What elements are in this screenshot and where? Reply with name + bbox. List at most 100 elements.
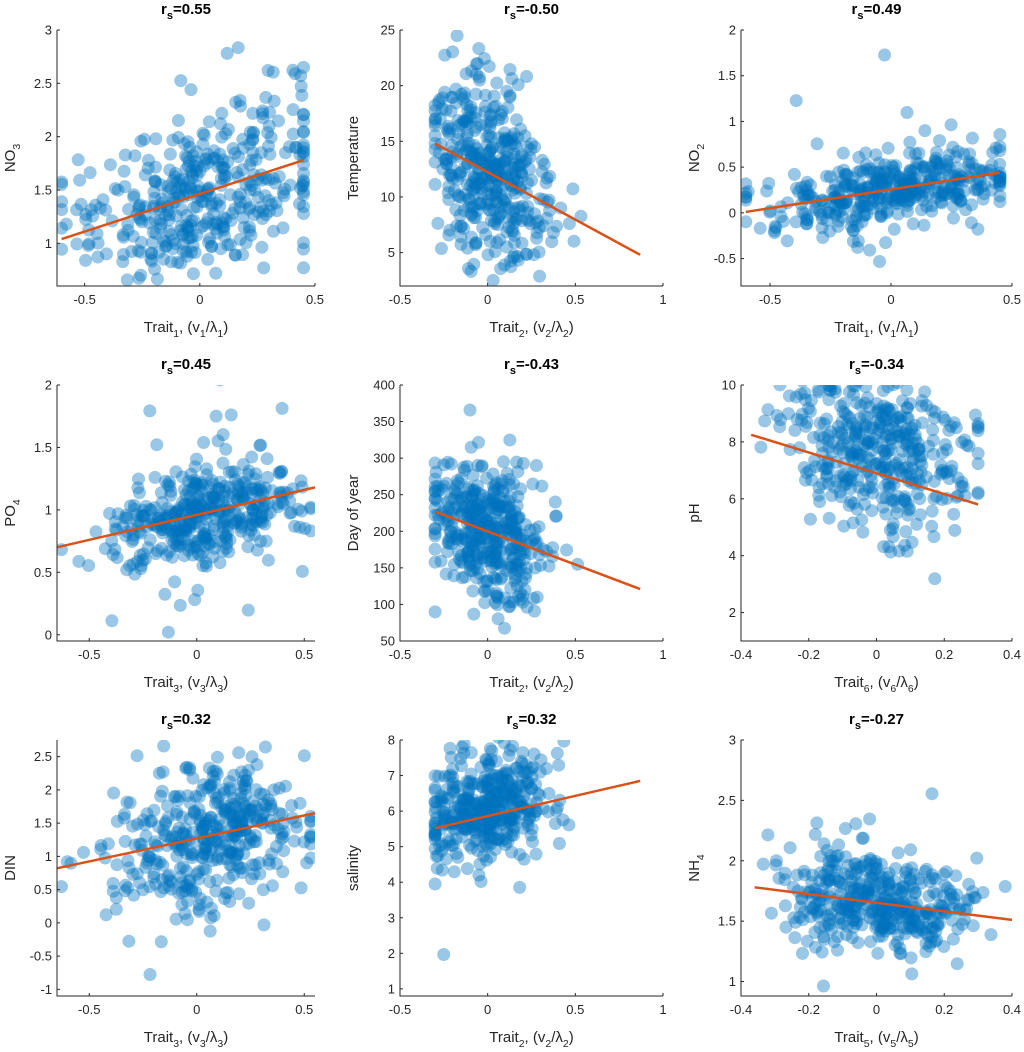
scatter-point bbox=[860, 864, 874, 878]
scatter-point bbox=[530, 590, 544, 604]
scatter-point bbox=[805, 875, 819, 889]
scatter-point bbox=[482, 129, 496, 143]
scatter-point bbox=[216, 216, 229, 230]
scatter-point bbox=[219, 127, 233, 141]
scatter-point bbox=[903, 177, 917, 191]
scatter-point bbox=[774, 413, 787, 427]
scatter-point bbox=[480, 471, 494, 485]
scatter-point bbox=[458, 570, 472, 584]
y-tick-label: 8 bbox=[388, 733, 395, 748]
scatter-point bbox=[187, 805, 201, 819]
scatter-point bbox=[251, 500, 265, 514]
scatter-point bbox=[266, 224, 280, 238]
scatter-point bbox=[926, 871, 940, 885]
scatter-point bbox=[515, 169, 529, 183]
scatter-point bbox=[490, 496, 504, 510]
scatter-point bbox=[492, 499, 506, 513]
scatter-point bbox=[909, 162, 923, 175]
scatter-point bbox=[833, 880, 847, 894]
scatter-point bbox=[157, 823, 171, 837]
scatter-point bbox=[856, 902, 870, 916]
scatter-point bbox=[818, 462, 832, 476]
scatter-point bbox=[506, 812, 520, 826]
scatter-point bbox=[858, 854, 872, 868]
scatter-point bbox=[467, 188, 481, 202]
scatter-point bbox=[233, 201, 247, 215]
scatter-point bbox=[846, 223, 860, 237]
scatter-point bbox=[169, 790, 183, 804]
scatter-point bbox=[492, 771, 505, 785]
scatter-point bbox=[808, 883, 822, 896]
scatter-point bbox=[879, 430, 893, 444]
scatter-point bbox=[159, 474, 172, 488]
scatter-point bbox=[507, 216, 521, 230]
scatter-point bbox=[864, 853, 878, 867]
scatter-point bbox=[470, 797, 484, 811]
scatter-point bbox=[814, 903, 828, 917]
scatter-point bbox=[993, 157, 1007, 171]
scatter-point bbox=[497, 797, 510, 811]
scatter-point bbox=[470, 172, 484, 185]
scatter-point bbox=[428, 555, 442, 569]
scatter-point bbox=[443, 741, 457, 755]
scatter-point bbox=[141, 161, 155, 175]
scatter-point bbox=[297, 185, 310, 199]
scatter-point bbox=[919, 470, 933, 484]
scatter-point bbox=[503, 89, 517, 102]
scatter-point bbox=[917, 185, 931, 199]
scatter-point bbox=[187, 540, 201, 554]
scatter-point bbox=[223, 858, 237, 872]
scatter-point bbox=[480, 130, 494, 144]
scatter-point bbox=[471, 514, 485, 528]
scatter-point bbox=[903, 163, 917, 177]
scatter-point bbox=[806, 902, 820, 916]
scatter-point bbox=[906, 217, 920, 231]
scatter-point bbox=[228, 248, 242, 262]
scatter-point bbox=[471, 777, 485, 791]
scatter-point bbox=[177, 549, 191, 563]
scatter-point bbox=[205, 490, 219, 504]
scatter-point bbox=[881, 385, 895, 394]
scatter-point bbox=[466, 183, 479, 197]
scatter-point bbox=[490, 542, 503, 556]
scatter-point bbox=[245, 872, 258, 886]
scatter-point bbox=[875, 929, 889, 943]
scatter-point bbox=[230, 831, 244, 845]
scatter-point bbox=[514, 166, 528, 180]
scatter-point bbox=[163, 505, 177, 519]
scatter-point bbox=[465, 511, 479, 525]
x-tick-label: 0 bbox=[887, 292, 894, 307]
scatter-point bbox=[194, 808, 208, 822]
scatter-point bbox=[886, 421, 900, 435]
scatter-point bbox=[128, 838, 142, 852]
scatter-point bbox=[197, 159, 211, 173]
scatter-point bbox=[470, 479, 484, 493]
y-tick-label: 6 bbox=[388, 804, 395, 819]
scatter-point bbox=[226, 206, 239, 220]
scatter-point bbox=[829, 850, 843, 863]
y-tick-label: 2 bbox=[729, 853, 736, 868]
scatter-point bbox=[866, 201, 880, 215]
scatter-point bbox=[117, 248, 130, 261]
scatter-point bbox=[199, 559, 213, 573]
scatter-point bbox=[255, 240, 269, 254]
scatter-point bbox=[473, 536, 486, 550]
scatter-point bbox=[437, 811, 451, 825]
scatter-point bbox=[219, 802, 233, 816]
scatter-point bbox=[824, 863, 838, 877]
scatter-point bbox=[882, 540, 896, 554]
scatter-point bbox=[143, 533, 157, 547]
scatter-point bbox=[171, 504, 185, 518]
scatter-point bbox=[932, 162, 946, 176]
scatter-point bbox=[257, 261, 271, 275]
scatter-point bbox=[176, 173, 190, 187]
scatter-point bbox=[192, 490, 206, 504]
scatter-point bbox=[463, 795, 477, 809]
scatter-point bbox=[148, 262, 162, 276]
scatter-point bbox=[148, 501, 162, 515]
scatter-point bbox=[474, 795, 488, 809]
scatter-point bbox=[856, 200, 870, 213]
scatter-point bbox=[192, 790, 206, 804]
scatter-point bbox=[931, 919, 945, 933]
scatter-point bbox=[926, 423, 940, 437]
